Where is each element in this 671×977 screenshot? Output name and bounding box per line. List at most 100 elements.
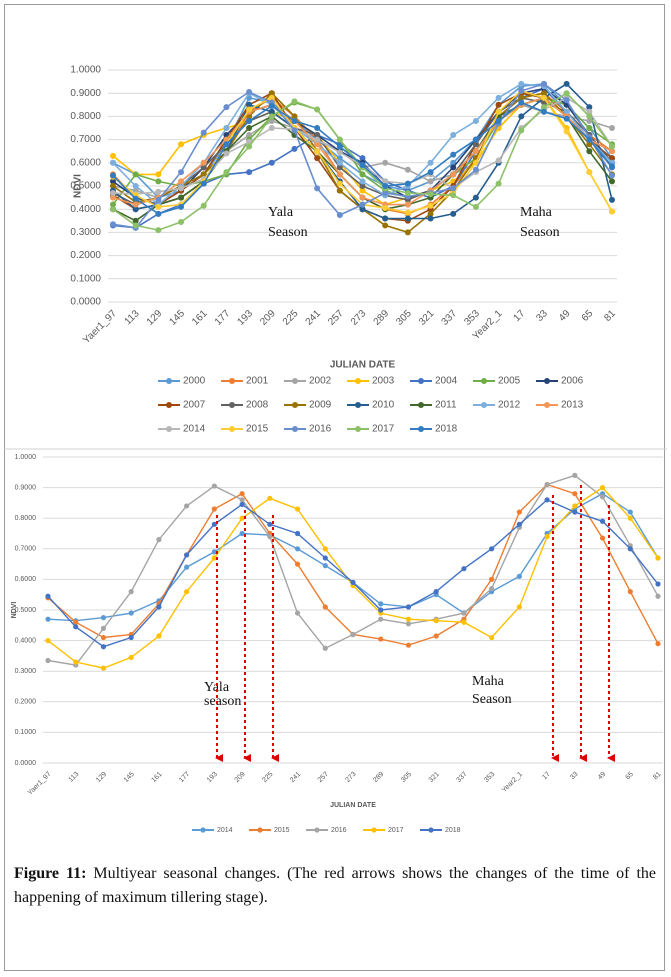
data-point	[314, 148, 321, 155]
data-point	[132, 201, 139, 208]
data-point	[495, 157, 502, 164]
data-point	[336, 180, 343, 187]
data-point	[544, 481, 550, 488]
legend-label: 2018	[445, 827, 461, 834]
data-point	[382, 205, 389, 212]
data-point	[178, 203, 185, 210]
data-point	[627, 589, 633, 595]
data-point	[563, 115, 570, 122]
data-point	[267, 521, 273, 527]
data-point	[246, 169, 253, 176]
data-point	[322, 604, 328, 610]
annotation: Season	[520, 225, 560, 240]
x-tick-label: 273	[349, 308, 369, 328]
data-point	[155, 188, 162, 195]
y-tick-label: 0.1000	[15, 729, 37, 736]
x-tick-label: 81	[602, 308, 618, 324]
x-tick-label: 177	[178, 771, 191, 784]
data-point	[450, 131, 457, 138]
data-point	[291, 118, 298, 125]
data-point	[586, 141, 593, 148]
data-point	[200, 171, 207, 178]
x-tick-label: 209	[258, 308, 278, 328]
legend-marker	[544, 378, 550, 384]
y-tick-label: 0.4000	[15, 637, 37, 644]
annotation: Yala	[204, 680, 230, 695]
data-point	[427, 215, 434, 222]
data-point	[433, 589, 439, 595]
data-point	[200, 164, 207, 171]
data-point	[110, 206, 116, 213]
data-point	[336, 212, 343, 218]
data-point	[336, 149, 343, 156]
data-point	[427, 169, 434, 176]
data-point	[294, 530, 301, 537]
data-point	[200, 202, 207, 209]
y-tick-label: 0.7000	[15, 546, 37, 553]
data-point	[110, 159, 116, 166]
x-tick-label: 49	[557, 308, 573, 324]
data-point	[336, 143, 343, 150]
legend-marker	[314, 827, 320, 833]
legend-label: 2016	[331, 827, 347, 834]
data-point	[45, 593, 51, 599]
data-point	[540, 94, 547, 101]
legend-label: 2016	[309, 424, 332, 435]
data-point	[178, 178, 185, 185]
data-point	[572, 503, 578, 509]
legend-label: 2007	[183, 400, 206, 411]
data-point	[627, 515, 633, 521]
data-point	[359, 178, 366, 185]
data-point	[609, 172, 615, 179]
data-point	[314, 106, 321, 113]
data-point	[382, 178, 389, 185]
y-tick-label: 0.2000	[15, 699, 37, 706]
y-tick-label: 1.0000	[15, 454, 37, 461]
data-point	[495, 101, 502, 108]
data-point	[156, 633, 162, 639]
figure-frame	[4, 4, 665, 971]
data-point	[155, 227, 162, 234]
data-point	[472, 136, 479, 143]
x-tick-label: 257	[317, 771, 330, 784]
data-point	[404, 201, 411, 208]
data-point	[155, 196, 162, 203]
x-tick-label: 65	[580, 308, 596, 324]
data-point	[404, 209, 411, 216]
data-point	[516, 604, 522, 610]
y-tick-label: 0.5000	[15, 607, 37, 614]
data-point	[609, 143, 615, 150]
legend-label: 2000	[183, 376, 206, 387]
data-point	[404, 166, 411, 173]
data-point	[314, 185, 321, 192]
x-tick-label: 49	[597, 771, 608, 782]
data-point	[359, 206, 366, 213]
x-tick-label: 273	[345, 771, 358, 784]
data-point	[563, 108, 570, 115]
data-point	[359, 187, 366, 194]
data-point	[223, 169, 230, 176]
data-point	[294, 546, 301, 552]
x-tick-label: 193	[236, 308, 256, 328]
data-point	[268, 159, 275, 166]
data-point	[291, 113, 298, 120]
data-point	[427, 202, 434, 209]
data-point	[609, 148, 615, 155]
data-point	[427, 178, 434, 185]
data-point	[472, 118, 479, 125]
data-point	[427, 191, 434, 198]
data-point	[405, 621, 412, 627]
data-point	[294, 506, 301, 512]
x-tick-label: 225	[261, 771, 274, 784]
data-point	[73, 624, 79, 630]
data-point	[128, 589, 134, 595]
data-point	[405, 604, 412, 610]
data-point	[132, 222, 139, 229]
data-point	[472, 194, 479, 201]
legend-marker	[418, 402, 424, 408]
y-tick-label: 0.3000	[70, 227, 101, 238]
x-tick-label: 145	[167, 308, 187, 328]
figure: 0.0000 0.1000 0.2000 0.3000 0.4000 0.5000 0.60…	[4, 65, 667, 834]
legend-label: 2014	[183, 424, 206, 435]
data-point	[599, 518, 606, 524]
